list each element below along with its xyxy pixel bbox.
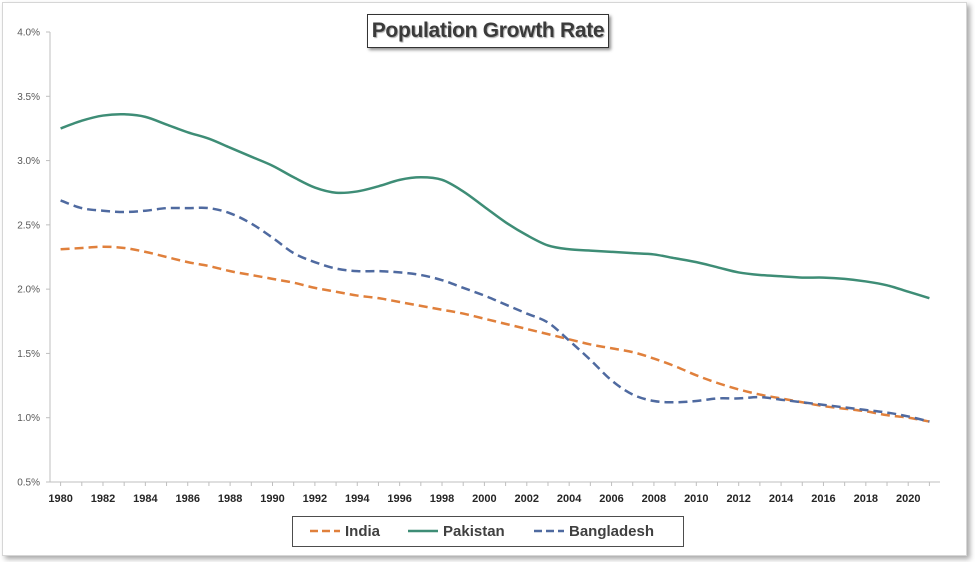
x-tick-label: 2016 bbox=[811, 493, 835, 505]
series-line-india bbox=[60, 245, 930, 423]
legend-swatch-india bbox=[310, 529, 340, 533]
chart-frame bbox=[2, 2, 967, 556]
chart-legend: India Pakistan Bangladesh bbox=[292, 516, 684, 547]
y-tick-label: 2.0% bbox=[17, 285, 40, 296]
series-line-bangladesh bbox=[60, 199, 930, 423]
x-tick-label: 2012 bbox=[726, 493, 750, 505]
y-tick-label: 2.5% bbox=[17, 220, 40, 231]
y-tick-label: 3.5% bbox=[17, 92, 40, 103]
chart-series bbox=[60, 112, 930, 423]
chart-title-box: Population Growth Rate bbox=[367, 14, 609, 48]
x-tick-label: 1982 bbox=[91, 493, 115, 505]
chart-axes: 0.5% 1.0% 1.5% 2.0% 2.5% 3.0% 3.5% 4.0% 1980 1982… bbox=[17, 28, 940, 505]
legend-swatch-pakistan bbox=[408, 529, 438, 533]
x-tick-label: 2018 bbox=[854, 493, 878, 505]
x-tick-label: 1994 bbox=[345, 493, 370, 505]
x-tick-label: 1986 bbox=[175, 493, 199, 505]
chart-title: Population Growth Rate bbox=[371, 19, 605, 42]
y-tick-label: 1.0% bbox=[17, 413, 40, 424]
x-tick-label: 1998 bbox=[430, 493, 454, 505]
legend-swatch-bangladesh bbox=[534, 529, 564, 533]
x-tick-label: 2020 bbox=[896, 493, 920, 505]
y-tick-label: 3.0% bbox=[17, 156, 40, 167]
series-line-pakistan bbox=[60, 112, 930, 300]
x-tick-label: 2010 bbox=[684, 493, 708, 505]
x-tick-label: 1984 bbox=[133, 493, 158, 505]
x-tick-label: 2008 bbox=[642, 493, 666, 505]
legend-label-bangladesh: Bangladesh bbox=[569, 523, 655, 540]
x-tick-label: 1996 bbox=[387, 493, 411, 505]
y-tick-label: 0.5% bbox=[17, 478, 40, 489]
legend-label-pakistan: Pakistan bbox=[443, 523, 505, 540]
legend-label-india: India bbox=[345, 523, 381, 540]
x-tick-label: 1988 bbox=[218, 493, 242, 505]
x-tick-label: 2000 bbox=[472, 493, 496, 505]
y-tick-label: 1.5% bbox=[17, 349, 40, 360]
x-tick-label: 2002 bbox=[515, 493, 539, 505]
x-tick-label: 1980 bbox=[48, 493, 72, 505]
x-tick-label: 2006 bbox=[599, 493, 623, 505]
y-tick-label: 4.0% bbox=[17, 28, 40, 39]
x-tick-label: 2014 bbox=[769, 493, 794, 505]
x-tick-label: 1990 bbox=[260, 493, 284, 505]
x-tick-label: 2004 bbox=[557, 493, 582, 505]
x-tick-label: 1992 bbox=[303, 493, 327, 505]
